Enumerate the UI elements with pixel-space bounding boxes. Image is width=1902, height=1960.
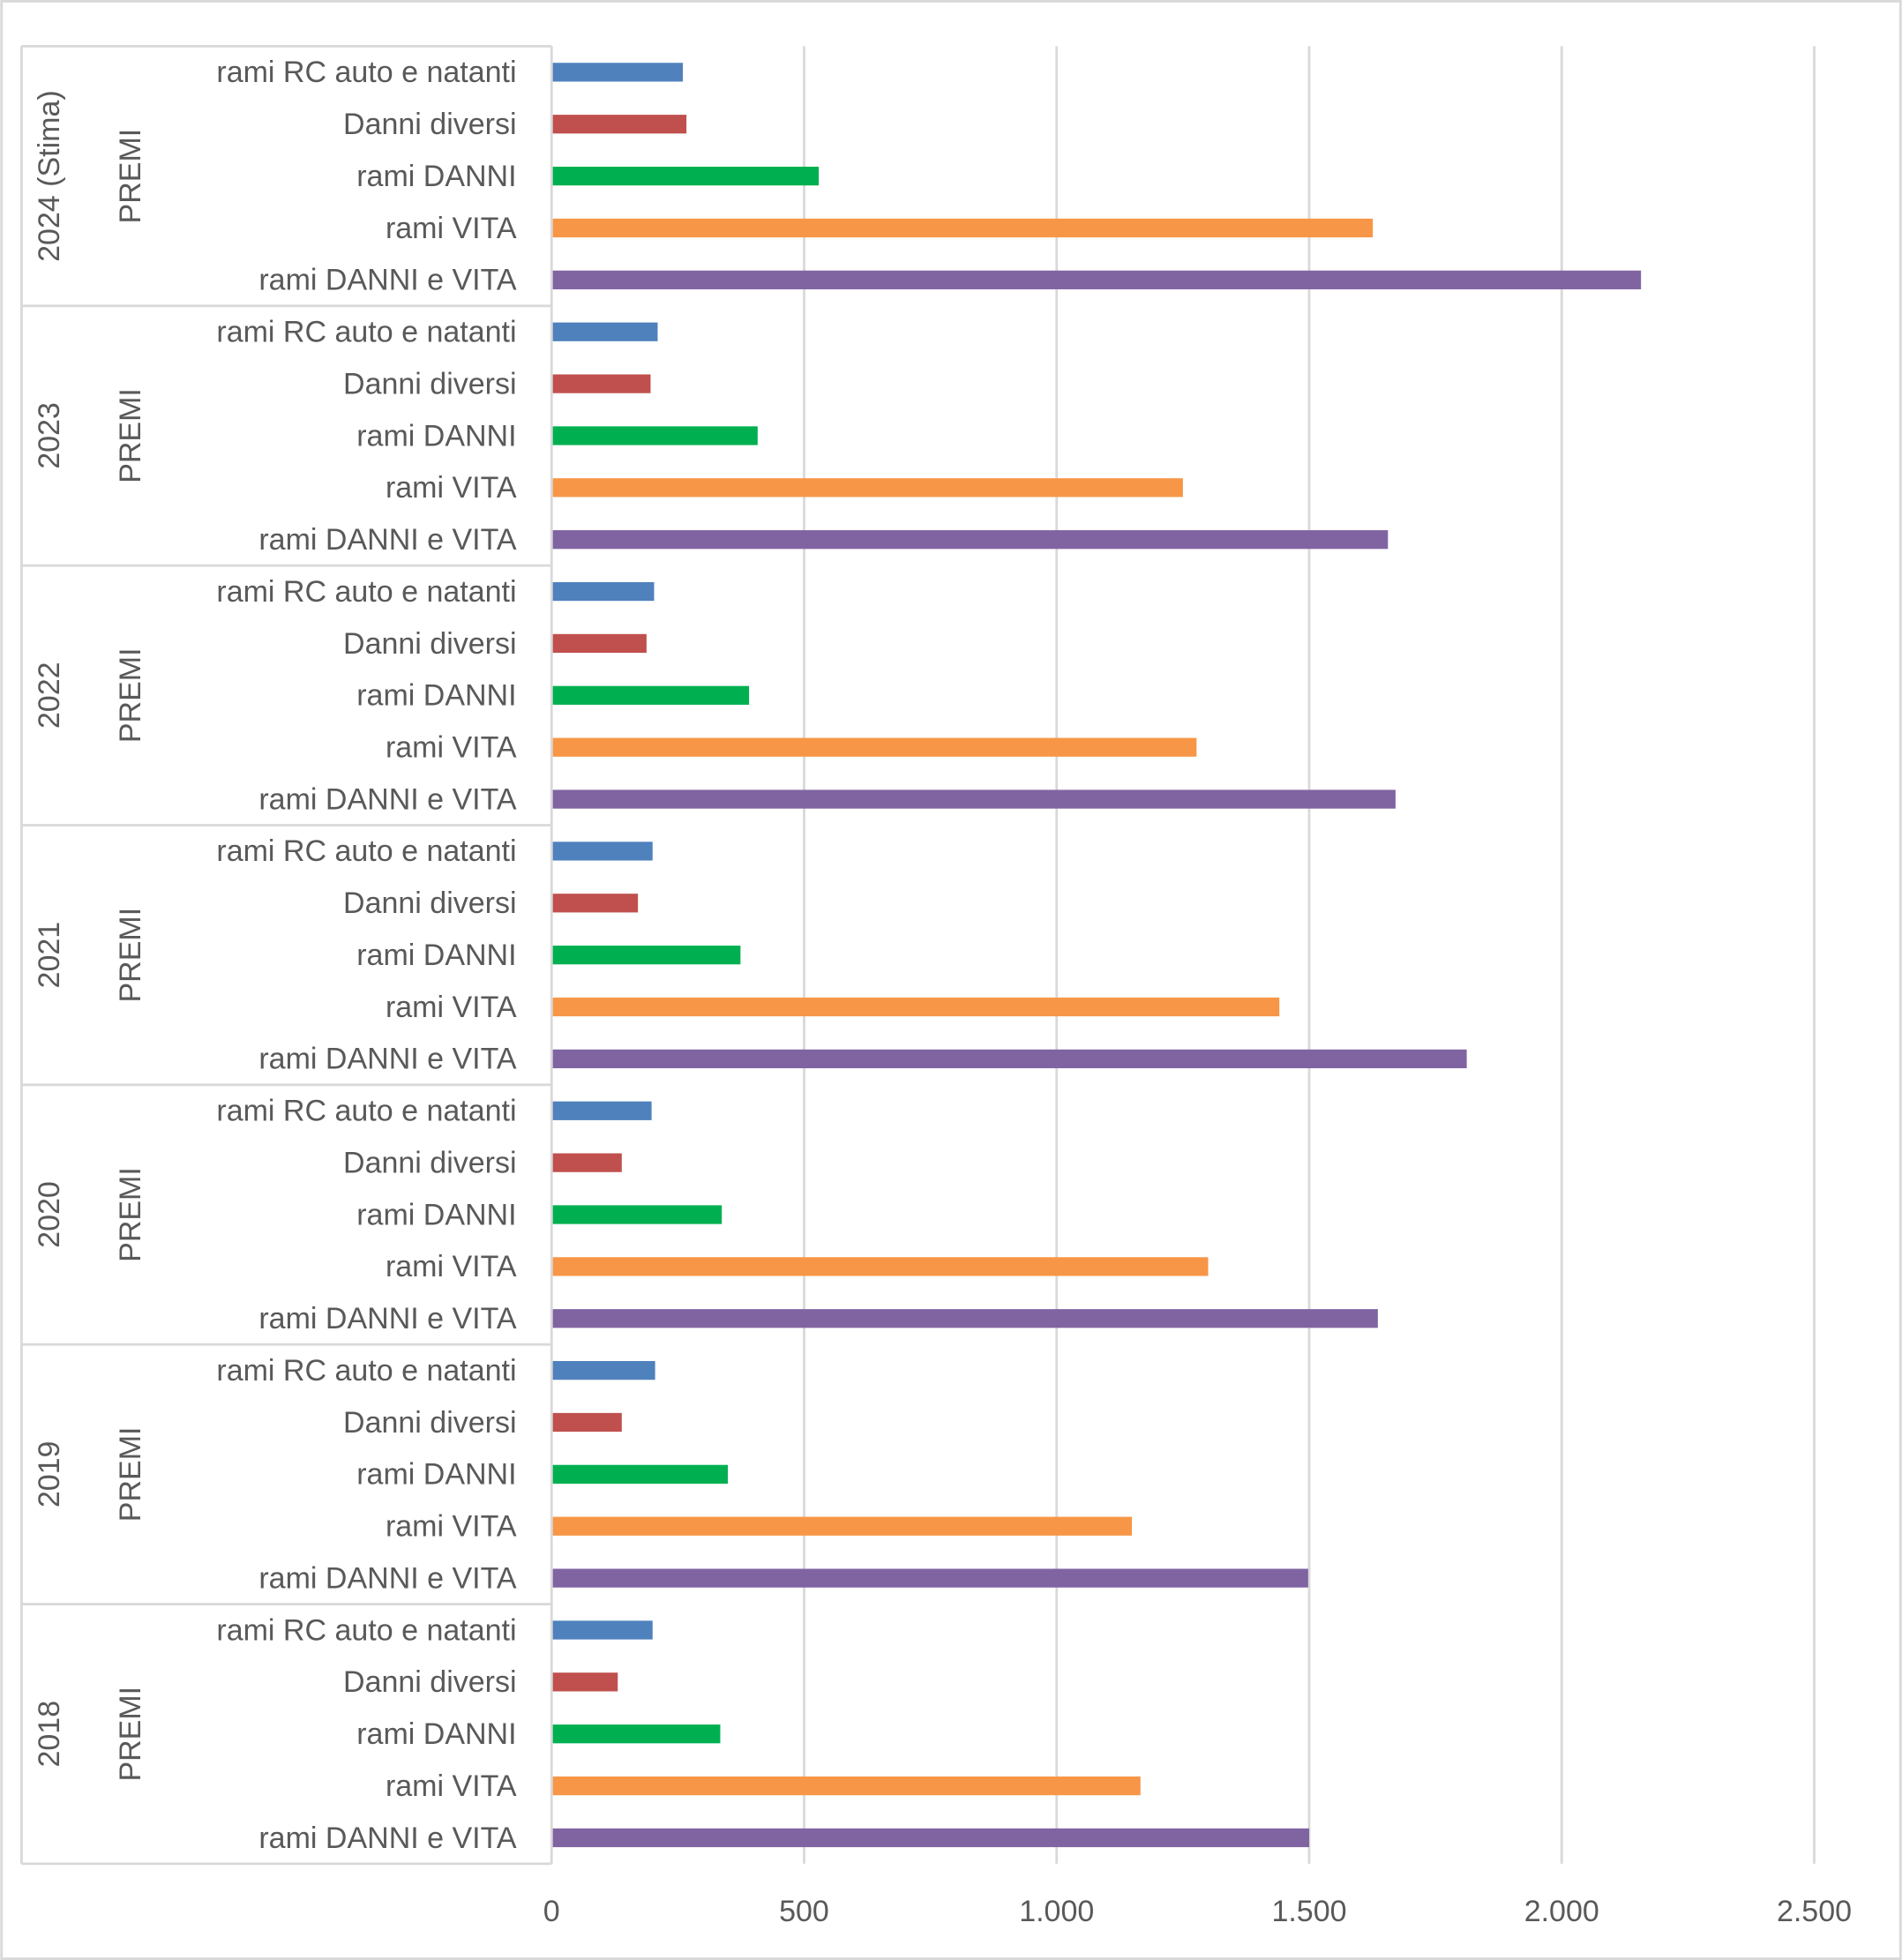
bar — [552, 1464, 729, 1484]
x-tick-label: 2.000 — [1524, 1895, 1599, 1928]
premi-label: PREMI — [114, 647, 147, 743]
bar — [552, 270, 1642, 289]
category-label: Danni diversi — [343, 108, 517, 141]
category-label: rami RC auto e natanti — [216, 56, 516, 89]
category-label: rami VITA — [386, 1510, 517, 1544]
category-label: rami RC auto e natanti — [216, 316, 516, 349]
category-label: rami DANNI — [356, 160, 516, 193]
category-label: rami DANNI e VITA — [258, 1302, 517, 1335]
category-label: rami VITA — [386, 212, 517, 245]
premi-label: PREMI — [114, 1427, 147, 1522]
bar — [552, 115, 687, 134]
bar — [552, 322, 658, 341]
category-label: rami VITA — [386, 1250, 517, 1283]
premi-label: PREMI — [114, 1167, 147, 1262]
category-label: Danni diversi — [343, 627, 517, 661]
bar — [552, 166, 820, 186]
bar — [552, 946, 741, 965]
year-label: 2021 — [33, 922, 66, 989]
year-label: 2018 — [33, 1701, 66, 1768]
bar — [552, 1828, 1309, 1848]
year-label: 2023 — [33, 402, 66, 469]
premi-label: PREMI — [114, 129, 147, 224]
category-label: rami VITA — [386, 471, 517, 505]
bar — [552, 1412, 622, 1433]
category-label: Danni diversi — [343, 1665, 517, 1699]
bar — [552, 63, 684, 82]
bar — [552, 426, 758, 445]
bar — [552, 374, 651, 393]
bar — [552, 789, 1396, 809]
category-label: rami VITA — [386, 731, 517, 765]
category-label: rami VITA — [386, 991, 517, 1024]
category-label: rami DANNI — [356, 939, 516, 972]
year-label: 2024 (Stima) — [33, 90, 66, 262]
year-label: 2020 — [33, 1181, 66, 1248]
bar — [552, 1309, 1378, 1328]
premi-label: PREMI — [114, 1687, 147, 1782]
bar — [552, 1568, 1308, 1588]
category-label: Danni diversi — [343, 1146, 517, 1179]
category-label: rami DANNI e VITA — [258, 782, 517, 816]
category-label: rami DANNI e VITA — [258, 1043, 517, 1076]
x-tick-label: 1.000 — [1019, 1895, 1094, 1928]
bar — [552, 1205, 723, 1224]
category-label: rami RC auto e natanti — [216, 834, 516, 868]
x-tick-label: 2.500 — [1777, 1895, 1852, 1928]
bar — [552, 478, 1183, 497]
bar — [552, 737, 1197, 757]
bar — [552, 1153, 622, 1172]
category-label: rami VITA — [386, 1769, 517, 1803]
bar — [552, 581, 655, 602]
bar — [552, 1101, 652, 1120]
category-label: rami DANNI e VITA — [258, 1822, 517, 1855]
category-label: rami DANNI — [356, 1198, 516, 1231]
year-label: 2019 — [33, 1441, 66, 1508]
category-label: rami RC auto e natanti — [216, 1354, 516, 1388]
bar — [552, 685, 750, 705]
bar — [552, 842, 653, 861]
bar — [552, 1360, 655, 1380]
bar — [552, 1257, 1209, 1276]
category-label: rami RC auto e natanti — [216, 1613, 516, 1647]
category-label: Danni diversi — [343, 367, 517, 400]
x-tick-label: 0 — [543, 1895, 560, 1928]
category-label: rami DANNI — [356, 679, 516, 713]
x-tick-label: 1.500 — [1271, 1895, 1346, 1928]
category-label: rami DANNI — [356, 1717, 516, 1751]
x-tick-label: 500 — [779, 1895, 829, 1928]
bar — [552, 997, 1280, 1017]
bar — [552, 1672, 618, 1692]
year-label: 2022 — [33, 662, 66, 729]
premi-label: PREMI — [114, 908, 147, 1003]
bar — [552, 1049, 1467, 1069]
bar — [552, 218, 1374, 238]
category-label: rami DANNI e VITA — [258, 264, 517, 297]
category-label: Danni diversi — [343, 886, 517, 920]
bar — [552, 530, 1389, 550]
bar — [552, 1724, 721, 1744]
bar — [552, 1516, 1133, 1536]
premi-label: PREMI — [114, 388, 147, 483]
bar — [552, 894, 639, 913]
category-label: rami DANNI e VITA — [258, 1561, 517, 1595]
category-label: rami DANNI — [356, 419, 516, 453]
category-label: rami DANNI — [356, 1458, 516, 1492]
bar — [552, 633, 647, 654]
category-label: rami RC auto e natanti — [216, 1095, 516, 1128]
category-label: rami DANNI e VITA — [258, 523, 517, 557]
category-label: rami RC auto e natanti — [216, 575, 516, 609]
category-label: Danni diversi — [343, 1406, 517, 1440]
bar — [552, 1776, 1141, 1796]
bar — [552, 1620, 653, 1640]
